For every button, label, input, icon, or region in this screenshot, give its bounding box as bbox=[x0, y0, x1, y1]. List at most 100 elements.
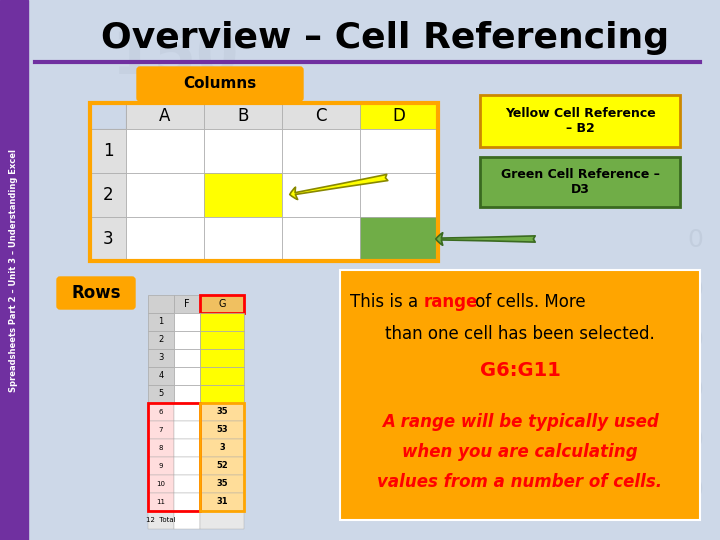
Bar bbox=[174, 421, 200, 439]
Bar bbox=[200, 421, 244, 439]
Bar bbox=[126, 129, 204, 173]
Text: than one cell has been selected.: than one cell has been selected. bbox=[385, 325, 655, 343]
Bar bbox=[174, 313, 200, 331]
Bar bbox=[148, 295, 174, 313]
Bar bbox=[90, 173, 126, 217]
Text: Columns: Columns bbox=[184, 77, 256, 91]
Text: D: D bbox=[392, 107, 405, 125]
Bar bbox=[282, 103, 360, 129]
Bar bbox=[204, 217, 282, 261]
Bar bbox=[200, 403, 244, 511]
Bar bbox=[200, 439, 244, 457]
Text: F: F bbox=[184, 299, 190, 309]
Bar bbox=[282, 217, 360, 261]
Text: 2: 2 bbox=[103, 186, 113, 204]
Text: 1: 1 bbox=[158, 318, 163, 327]
Bar bbox=[174, 475, 200, 493]
Bar bbox=[148, 403, 200, 511]
Bar bbox=[282, 173, 360, 217]
Text: A range will be typically used: A range will be typically used bbox=[382, 413, 658, 431]
Bar bbox=[174, 403, 200, 421]
Bar bbox=[126, 217, 204, 261]
Text: G6:G11: G6:G11 bbox=[480, 361, 560, 380]
Bar bbox=[174, 367, 200, 385]
Text: G: G bbox=[218, 299, 226, 309]
Text: 35: 35 bbox=[216, 408, 228, 416]
Text: 10: 10 bbox=[156, 481, 166, 487]
Text: 31: 31 bbox=[216, 497, 228, 507]
Bar bbox=[148, 439, 174, 457]
Bar bbox=[204, 173, 282, 217]
Text: 8: 8 bbox=[158, 445, 163, 451]
Bar bbox=[174, 493, 200, 511]
Bar bbox=[174, 511, 200, 529]
Bar bbox=[126, 103, 438, 129]
Text: Overview – Cell Referencing: Overview – Cell Referencing bbox=[101, 21, 669, 55]
Text: 0: 0 bbox=[687, 328, 703, 352]
Bar bbox=[126, 173, 204, 217]
Bar bbox=[148, 403, 174, 421]
Bar bbox=[200, 331, 244, 349]
Text: 0: 0 bbox=[687, 378, 703, 402]
Bar bbox=[90, 129, 126, 261]
Text: 6: 6 bbox=[158, 409, 163, 415]
Bar bbox=[90, 103, 438, 261]
Text: 11: 11 bbox=[156, 499, 166, 505]
Text: 0: 0 bbox=[687, 278, 703, 302]
Text: values from a number of cells.: values from a number of cells. bbox=[377, 473, 662, 491]
Text: 150: 150 bbox=[112, 28, 239, 87]
Text: C: C bbox=[315, 107, 327, 125]
FancyBboxPatch shape bbox=[137, 67, 303, 101]
Bar bbox=[148, 349, 174, 367]
Text: 9: 9 bbox=[158, 463, 163, 469]
Bar bbox=[148, 385, 174, 403]
Text: 35: 35 bbox=[216, 480, 228, 489]
Text: when you are calculating: when you are calculating bbox=[402, 443, 638, 461]
Text: range: range bbox=[424, 293, 478, 311]
Bar bbox=[204, 129, 282, 173]
Bar bbox=[174, 349, 200, 367]
Text: B: B bbox=[238, 107, 248, 125]
Text: Yellow Cell Reference
– B2: Yellow Cell Reference – B2 bbox=[505, 107, 655, 135]
Text: Green Cell Reference –
D3: Green Cell Reference – D3 bbox=[500, 168, 660, 196]
Bar bbox=[360, 129, 438, 173]
Bar bbox=[200, 511, 244, 529]
Text: 3: 3 bbox=[219, 443, 225, 453]
Text: 53: 53 bbox=[216, 426, 228, 435]
Text: This is a: This is a bbox=[350, 293, 423, 311]
Text: of cells. More: of cells. More bbox=[470, 293, 585, 311]
Bar bbox=[148, 475, 174, 493]
Bar bbox=[90, 217, 126, 261]
Bar bbox=[148, 313, 174, 331]
Bar bbox=[200, 367, 244, 385]
Bar bbox=[174, 295, 200, 313]
Bar bbox=[148, 367, 174, 385]
Text: 0: 0 bbox=[687, 428, 703, 452]
FancyBboxPatch shape bbox=[57, 277, 135, 309]
Text: 4: 4 bbox=[158, 372, 163, 381]
Text: Rows: Rows bbox=[71, 284, 121, 302]
Bar bbox=[148, 511, 174, 529]
Bar bbox=[148, 331, 174, 349]
Text: 0: 0 bbox=[687, 228, 703, 252]
Text: 12  Total: 12 Total bbox=[146, 517, 176, 523]
Bar bbox=[174, 331, 200, 349]
Bar bbox=[200, 403, 244, 421]
Text: 3: 3 bbox=[103, 230, 113, 248]
Bar bbox=[480, 95, 680, 147]
Bar bbox=[200, 475, 244, 493]
Bar bbox=[148, 493, 174, 511]
Text: 52: 52 bbox=[216, 462, 228, 470]
Bar bbox=[0, 0, 28, 540]
Text: 5: 5 bbox=[158, 389, 163, 399]
Text: Spreadsheets Part 2 – Unit 3 – Understanding Excel: Spreadsheets Part 2 – Unit 3 – Understan… bbox=[9, 148, 19, 392]
Text: 2: 2 bbox=[158, 335, 163, 345]
Text: 0: 0 bbox=[687, 478, 703, 502]
Bar bbox=[360, 103, 438, 129]
Bar bbox=[174, 457, 200, 475]
Bar bbox=[148, 421, 174, 439]
Bar bbox=[200, 457, 244, 475]
Bar bbox=[126, 103, 204, 129]
Bar bbox=[200, 313, 244, 331]
Bar bbox=[200, 385, 244, 403]
